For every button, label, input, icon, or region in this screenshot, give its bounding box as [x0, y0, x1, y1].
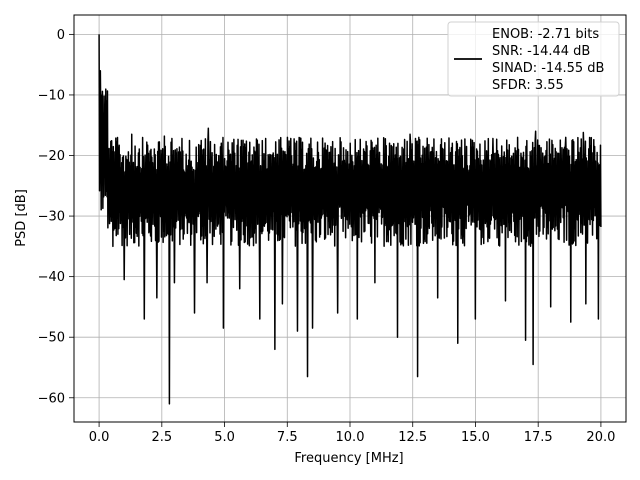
legend-entry-enob: ENOB: -2.71 bits	[492, 27, 599, 42]
x-tick-label: 20.0	[586, 430, 615, 445]
y-axis-ticks: 0 −10 −20 −30 −40 −50 −60	[38, 28, 74, 406]
plot-area	[98, 34, 602, 405]
y-axis-label: PSD [dB]	[14, 189, 29, 247]
y-tick-label: −30	[38, 210, 65, 225]
y-tick-label: 0	[57, 28, 65, 43]
x-tick-label: 15.0	[461, 430, 490, 445]
x-tick-label: 10.0	[336, 430, 365, 445]
y-tick-label: −50	[38, 331, 65, 346]
psd-series-line	[98, 34, 602, 405]
x-axis-ticks: 0.0 2.5 5.0 7.5 10.0 12.5 15.0 17.5 20.0	[89, 422, 615, 445]
legend-entry-snr: SNR: -14.44 dB	[492, 44, 590, 59]
x-tick-label: 7.5	[277, 430, 298, 445]
x-tick-label: 12.5	[398, 430, 427, 445]
legend-entry-sinad: SINAD: -14.55 dB	[492, 61, 604, 76]
x-tick-label: 0.0	[89, 430, 110, 445]
legend-box	[447, 21, 620, 97]
legend: ENOB: -2.71 bits SNR: -14.44 dB SINAD: -…	[447, 21, 620, 97]
x-tick-label: 5.0	[214, 430, 235, 445]
x-axis-label: Frequency [MHz]	[294, 451, 403, 466]
y-tick-label: −40	[38, 270, 65, 285]
x-tick-label: 2.5	[151, 430, 172, 445]
x-tick-label: 17.5	[524, 430, 553, 445]
y-tick-label: −60	[38, 391, 65, 406]
legend-entry-sfdr: SFDR: 3.55	[492, 78, 564, 93]
y-tick-label: −20	[38, 149, 65, 164]
y-tick-label: −10	[38, 88, 65, 103]
